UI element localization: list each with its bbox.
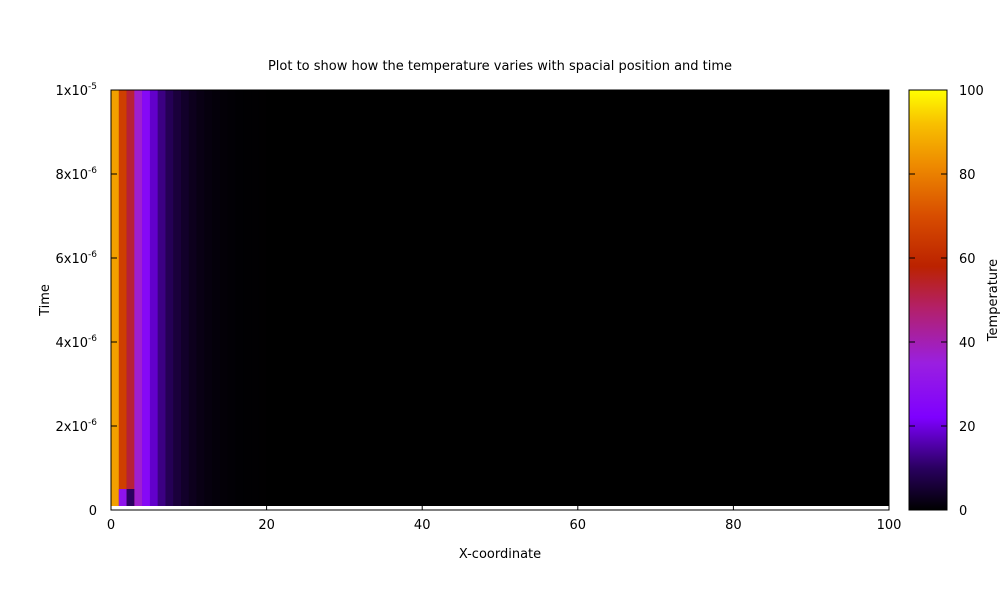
y-tick-label: 0 [89,504,97,519]
colorbar-ticks: 0 20 40 60 80 100 [909,84,984,519]
heat-cell [118,489,127,510]
heat-cell [142,90,151,510]
heat-cell [196,90,205,510]
chart-title: Plot to show how the temperature varies … [268,59,732,74]
y-axis-ticks: 0 2x10-6 4x10-6 6x10-6 8x10-6 1x10-5 [56,82,889,519]
y-tick-label: 2x10-6 [56,418,98,435]
plot-bottom-strip [111,506,889,510]
heat-cell [235,90,244,510]
colorbar-tick-label: 60 [959,252,976,267]
heat-cell [204,90,213,510]
x-axis-label: X-coordinate [459,547,541,562]
x-axis-ticks: 0 20 40 60 80 100 [107,90,902,533]
heat-cell [212,90,221,510]
x-tick-label: 60 [570,518,587,533]
heat-cell [243,90,252,510]
x-tick-label: 20 [258,518,275,533]
heatmap-cells [111,90,267,510]
x-tick-label: 100 [877,518,902,533]
heat-cell [118,90,127,510]
heat-cell [173,90,182,510]
colorbar-tick-label: 40 [959,336,976,351]
heat-cell [111,90,120,510]
heat-cell [149,90,158,510]
y-tick-label: 8x10-6 [56,166,98,183]
heat-cell [251,90,260,510]
heat-cell [134,90,143,510]
y-axis-label: Time [38,284,53,317]
heat-cell [258,90,267,510]
heat-cell [181,90,190,510]
y-tick-label: 6x10-6 [56,250,98,267]
heat-cell [227,90,236,510]
heat-cell [188,90,197,510]
y-tick-label: 1x10-5 [56,82,98,99]
heat-cell [126,90,135,510]
x-tick-label: 80 [725,518,742,533]
colorbar-tick-label: 100 [959,84,984,99]
colorbar-label: Temperature [986,259,1000,342]
plot-frame [110,89,890,511]
colorbar-tick-label: 20 [959,420,976,435]
x-tick-label: 0 [107,518,115,533]
heat-cell [157,90,166,510]
y-tick-label: 4x10-6 [56,334,98,351]
colorbar-tick-label: 80 [959,168,976,183]
colorbar [908,89,948,511]
heat-cell [126,489,135,510]
heat-cell [219,90,228,510]
x-tick-label: 40 [414,518,431,533]
colorbar-tick-label: 0 [959,504,967,519]
heat-cell [165,90,174,510]
